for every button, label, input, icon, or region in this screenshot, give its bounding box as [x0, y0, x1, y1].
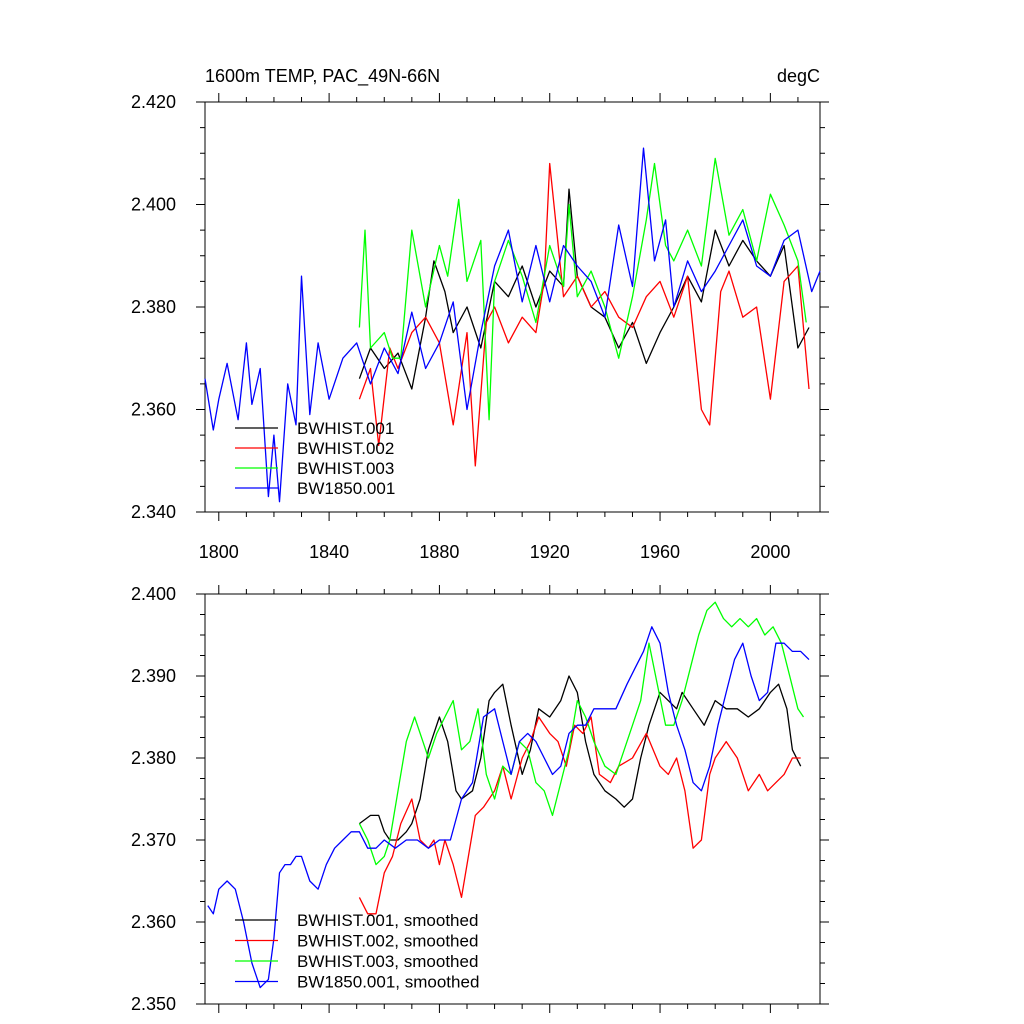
top-series-line-2: [358, 162, 810, 467]
bottom-y-tick-label: 2.380: [131, 748, 176, 768]
top-y-tick-label: 2.360: [131, 400, 176, 420]
top-series-line-1: [358, 188, 810, 390]
bottom-ticks: 2.350 2.360 2.370 2.380 2.390 2.400: [131, 584, 829, 1014]
bottom-panel: 2.350 2.360 2.370 2.380 2.390 2.400 BWHIST.00…: [131, 584, 829, 1014]
bottom-series: [207, 601, 810, 989]
bottom-legend: BWHIST.001, smoothed BWHIST.002, smoothed…: [235, 911, 479, 992]
top-chart-units: degC: [777, 66, 820, 86]
bottom-legend-label: BWHIST.001, smoothed: [297, 911, 478, 930]
top-x-tick-label: 1880: [419, 542, 459, 562]
bottom-y-tick-label: 2.350: [131, 994, 176, 1014]
top-legend-label: BWHIST.001: [297, 419, 394, 438]
top-legend-label: BWHIST.002: [297, 439, 394, 458]
top-chart-title: 1600m TEMP, PAC_49N-66N: [205, 66, 440, 87]
top-series-line-3: [358, 157, 807, 421]
bottom-legend-label: BWHIST.003, smoothed: [297, 952, 478, 971]
top-y-tick-label: 2.400: [131, 195, 176, 215]
bottom-legend-label: BWHIST.002, smoothed: [297, 932, 478, 951]
top-x-tick-label: 2000: [750, 542, 790, 562]
top-y-tick-label: 2.340: [131, 502, 176, 522]
top-x-tick-label: 1920: [530, 542, 570, 562]
top-series: [204, 147, 821, 503]
top-x-tick-label: 1960: [640, 542, 680, 562]
top-ticks: 1800 1840 1880 1920 1960 2000 2.340 2.360 2.380 2…: [131, 92, 829, 562]
bottom-series-line-2: [358, 716, 801, 915]
bottom-y-tick-label: 2.390: [131, 666, 176, 686]
top-x-tick-label: 1840: [309, 542, 349, 562]
bottom-series-line-1: [359, 675, 802, 841]
top-y-tick-label: 2.380: [131, 297, 176, 317]
top-panel: 1600m TEMP, PAC_49N-66N degC 1800 1840 188…: [131, 66, 829, 562]
bottom-y-tick-label: 2.360: [131, 912, 176, 932]
top-x-tick-label: 1800: [199, 542, 239, 562]
top-legend-label: BW1850.001: [297, 479, 395, 498]
top-series-line-4: [204, 147, 821, 503]
top-legend-label: BWHIST.003: [297, 459, 394, 478]
bottom-series-line-3: [358, 601, 805, 866]
bottom-series-line-4: [207, 626, 810, 989]
bottom-y-tick-label: 2.400: [131, 584, 176, 604]
bottom-y-tick-label: 2.370: [131, 830, 176, 850]
bottom-legend-label: BW1850.001, smoothed: [297, 973, 479, 992]
top-y-tick-label: 2.420: [131, 92, 176, 112]
